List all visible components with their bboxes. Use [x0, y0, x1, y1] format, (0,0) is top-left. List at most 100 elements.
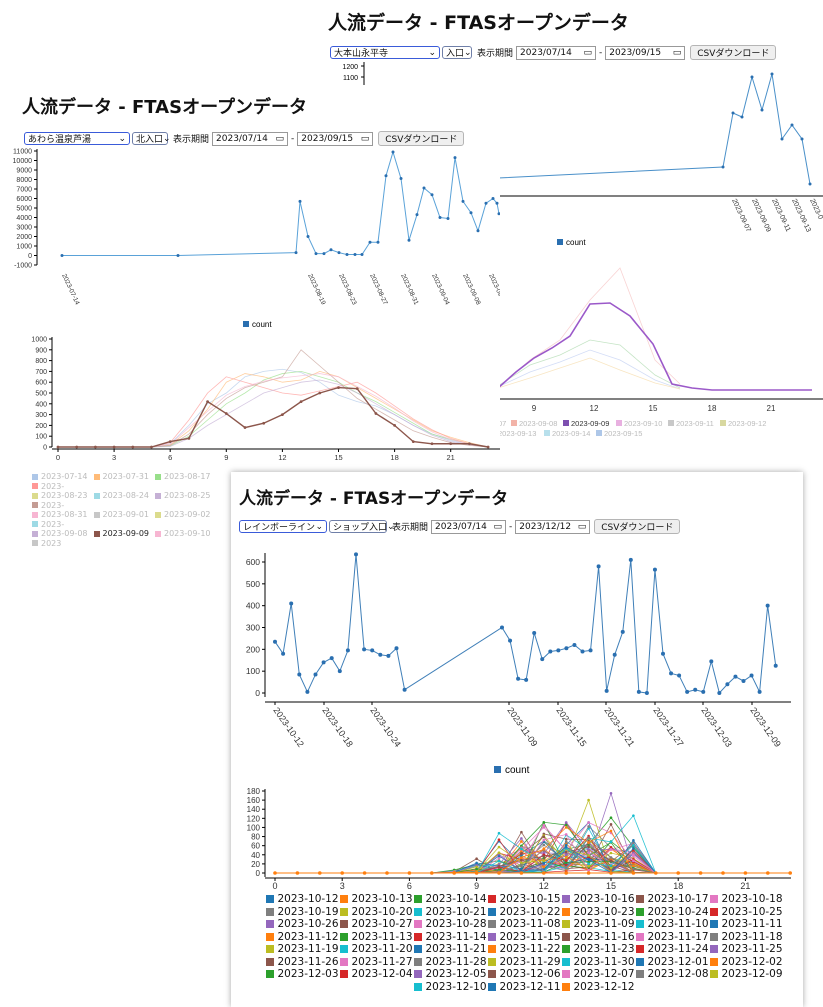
legend-item[interactable]: 2023-11-24 [635, 943, 710, 955]
calendar-icon[interactable]: ▭ [583, 47, 593, 58]
legend-label: 2023-12-05 [425, 968, 487, 981]
legend-item[interactable]: 2023-10-14 [413, 893, 488, 905]
legend-item[interactable]: 2023-10-23 [561, 906, 636, 918]
legend-item[interactable]: 2023-11-10 [635, 918, 710, 930]
legend-item[interactable]: 2023-11-08 [487, 918, 562, 930]
legend-item[interactable]: 2023-10-13 [339, 893, 414, 905]
legend-item[interactable]: 2023-12-09 [709, 968, 784, 980]
legend-item[interactable]: 2023-10-22 [487, 906, 562, 918]
calendar-icon[interactable]: ▭ [672, 47, 682, 58]
legend-item[interactable]: 2023-12-02 [709, 956, 784, 968]
data-point [314, 252, 318, 256]
legend-label-count: count [566, 238, 586, 247]
entrance-select[interactable]: 北入口 ⌄ [132, 132, 171, 145]
legend-item[interactable]: 2023-11-27 [339, 956, 414, 968]
legend-item[interactable]: 2023-12-05 [413, 968, 488, 981]
legend-item[interactable]: 2023-12-06 [487, 968, 562, 980]
data-point [564, 850, 568, 854]
legend-item[interactable]: 2023-10-26 [265, 918, 340, 930]
legend-item: 2023-07-14 [32, 472, 88, 481]
legend-item[interactable]: 2023-11-15 [487, 931, 562, 943]
legend-item[interactable]: 2023-11-16 [561, 931, 636, 943]
data-point [187, 436, 191, 440]
legend-item[interactable]: 2023-11-12 [265, 931, 340, 943]
legend-label: 2023-09-10 [164, 529, 211, 538]
legend-item[interactable]: 2023-12-12 [561, 981, 636, 993]
legend-item[interactable]: 2023-11-19 [265, 943, 340, 955]
legend-item[interactable]: 2023-10-19 [265, 906, 340, 918]
end-date-input[interactable]: 2023/09/15 ▭ [297, 131, 374, 146]
end-date-input[interactable]: 2023/09/15 ▭ [605, 45, 686, 60]
chevron-down-icon: ⌄ [428, 47, 436, 58]
legend-item[interactable]: 2023-10-25 [709, 906, 784, 918]
legend-row: 2023-12-10 2023-12-11 2023-12-12 [247, 981, 802, 994]
legend-swatch [668, 420, 674, 426]
entrance-select[interactable]: ショップ入口 ⌄ [329, 520, 395, 533]
start-date-input[interactable]: 2023/07/14 ▭ [516, 45, 597, 60]
legend-item[interactable]: 2023-11-26 [265, 956, 340, 968]
legend-item[interactable]: 2023-11-11 [709, 918, 784, 930]
data-point [587, 821, 590, 824]
location-select[interactable]: 大本山永平寺 ⌄ [330, 46, 440, 59]
legend-item[interactable]: 2023-11-23 [561, 943, 636, 955]
legend-item[interactable]: 2023-12-03 [265, 968, 340, 980]
legend-swatch [709, 957, 718, 966]
legend-item[interactable]: 2023-11-13 [339, 931, 414, 943]
legend-item[interactable]: 2023-11-18 [709, 931, 784, 943]
legend-swatch [155, 530, 161, 537]
csv-download-button[interactable]: CSVダウンロード [594, 519, 681, 534]
legend-item[interactable]: 2023-11-17 [635, 931, 710, 943]
y-tick-label: 1000 [16, 244, 32, 251]
legend-item[interactable]: 2023-10-17 [635, 893, 710, 905]
calendar-icon[interactable]: ▭ [275, 133, 285, 144]
calendar-icon[interactable]: ▭ [577, 521, 587, 532]
data-point [75, 445, 79, 449]
legend-item[interactable]: 2023-11-30 [561, 956, 636, 968]
csv-download-button[interactable]: CSVダウンロード [690, 45, 777, 60]
legend-item[interactable]: 2023-10-20 [339, 906, 414, 918]
calendar-icon[interactable]: ▭ [360, 133, 370, 144]
legend-item[interactable]: 2023-11-28 [413, 956, 488, 968]
legend-item[interactable]: 2023-11-21 [413, 943, 488, 955]
legend-item[interactable]: 2023-10-15 [487, 893, 562, 905]
legend-item[interactable]: 2023-11-09 [561, 918, 636, 931]
data-point [542, 835, 546, 839]
y-tick-label: 10000 [13, 158, 33, 165]
entrance-select[interactable]: 入口 ⌄ [442, 46, 472, 59]
legend-item[interactable]: 2023-11-20 [339, 943, 414, 955]
legend-item[interactable]: 2023-11-22 [487, 943, 562, 955]
legend-item[interactable]: 2023-11-25 [709, 943, 784, 955]
y-tick-label: 100 [246, 666, 260, 676]
data-point [587, 858, 590, 862]
legend-item[interactable]: 2023-12-04 [339, 968, 414, 980]
legend-item[interactable]: 2023-12-07 [561, 968, 636, 980]
legend-item[interactable]: 2023-12-01 [635, 956, 710, 968]
legend-item[interactable]: 2023-10-18 [709, 893, 784, 905]
legend-label: 2023-11-09 [573, 918, 635, 931]
data-point [453, 156, 457, 160]
y-axis: 600 500 400 300 200 100 0 [246, 553, 266, 698]
legend-item[interactable]: 2023-10-28 [413, 918, 488, 930]
end-date-input[interactable]: 2023/12/12 ▭ [515, 519, 591, 534]
data-point [632, 847, 635, 850]
legend-item[interactable]: 2023-10-12 [265, 893, 340, 905]
legend-item[interactable]: 2023-12-11 [487, 981, 562, 993]
y-tick-label: 4000 [16, 215, 32, 222]
legend-item[interactable]: 2023-11-14 [413, 931, 488, 943]
legend-item[interactable]: 2023-10-24 [635, 906, 710, 918]
location-select[interactable]: レインボーライン ⌄ [239, 520, 327, 533]
legend-item[interactable]: 2023-12-10 [413, 981, 488, 993]
legend-row: 2023-10-26 2023-10-27 2023-10-28 2023-11-08… [247, 918, 802, 931]
calendar-icon[interactable]: ▭ [493, 521, 503, 532]
start-date-input[interactable]: 2023/07/14 ▭ [212, 131, 289, 146]
legend-item[interactable]: 2023-12-08 [635, 968, 710, 980]
legend-item[interactable]: 2023-10-27 [339, 918, 414, 930]
legend-item[interactable]: 2023-10-16 [561, 893, 636, 905]
legend-swatch [32, 511, 38, 518]
location-select[interactable]: あわら温泉芦湯 ⌄ [24, 132, 130, 145]
start-date-input[interactable]: 2023/07/14 ▭ [431, 519, 507, 534]
csv-download-button[interactable]: CSVダウンロード [378, 131, 465, 146]
legend-swatch [32, 530, 38, 537]
legend-item[interactable]: 2023-11-29 [487, 956, 562, 968]
legend-item[interactable]: 2023-10-21 [413, 906, 488, 918]
